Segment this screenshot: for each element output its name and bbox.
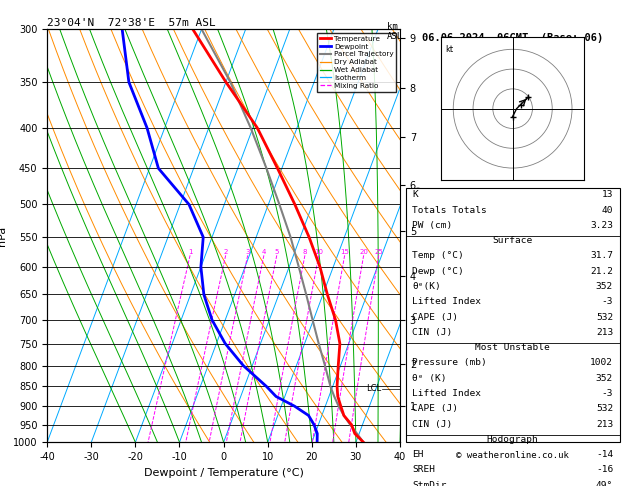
X-axis label: Dewpoint / Temperature (°C): Dewpoint / Temperature (°C)	[143, 468, 304, 478]
Text: 1002: 1002	[590, 358, 613, 367]
Text: -3: -3	[602, 389, 613, 398]
Text: 2: 2	[223, 249, 228, 255]
Text: Dewp (°C): Dewp (°C)	[412, 267, 464, 276]
Text: -3: -3	[602, 297, 613, 306]
Text: Surface: Surface	[493, 236, 533, 245]
Text: PW (cm): PW (cm)	[412, 221, 452, 230]
Text: 13: 13	[602, 191, 613, 199]
Text: Lifted Index: Lifted Index	[412, 389, 481, 398]
Text: 25: 25	[374, 249, 383, 255]
Text: CAPE (J): CAPE (J)	[412, 312, 458, 322]
Text: θᵉ(K): θᵉ(K)	[412, 282, 441, 291]
Text: LCL: LCL	[366, 384, 382, 393]
Text: 213: 213	[596, 328, 613, 337]
Text: Temp (°C): Temp (°C)	[412, 251, 464, 260]
Text: Most Unstable: Most Unstable	[476, 343, 550, 352]
Text: Totals Totals: Totals Totals	[412, 206, 487, 214]
Text: K: K	[412, 191, 418, 199]
Text: km
ASL: km ASL	[387, 22, 403, 41]
Text: θᵉ (K): θᵉ (K)	[412, 374, 447, 382]
Text: 06.06.2024  06GMT  (Base: 06): 06.06.2024 06GMT (Base: 06)	[422, 34, 603, 43]
Text: StmDir: StmDir	[412, 481, 447, 486]
Text: 15: 15	[340, 249, 349, 255]
Text: 1: 1	[188, 249, 192, 255]
Text: 31.7: 31.7	[590, 251, 613, 260]
Text: 3.23: 3.23	[590, 221, 613, 230]
Text: 532: 532	[596, 312, 613, 322]
Text: CIN (J): CIN (J)	[412, 328, 452, 337]
Text: 10: 10	[314, 249, 323, 255]
Text: CAPE (J): CAPE (J)	[412, 404, 458, 413]
Text: SREH: SREH	[412, 466, 435, 474]
Text: 213: 213	[596, 419, 613, 429]
Text: 8: 8	[303, 249, 307, 255]
Text: 23°04'N  72°38'E  57m ASL: 23°04'N 72°38'E 57m ASL	[47, 18, 216, 28]
Text: CIN (J): CIN (J)	[412, 419, 452, 429]
Text: 49°: 49°	[596, 481, 613, 486]
Text: 352: 352	[596, 282, 613, 291]
Text: -14: -14	[596, 450, 613, 459]
Text: 3: 3	[245, 249, 250, 255]
Text: 4: 4	[262, 249, 266, 255]
Text: Pressure (mb): Pressure (mb)	[412, 358, 487, 367]
Text: 352: 352	[596, 374, 613, 382]
Text: 21.2: 21.2	[590, 267, 613, 276]
Text: -16: -16	[596, 466, 613, 474]
Text: Mixing Ratio (g/kg): Mixing Ratio (g/kg)	[415, 185, 424, 287]
Text: Hodograph: Hodograph	[487, 435, 538, 444]
Text: © weatheronline.co.uk: © weatheronline.co.uk	[456, 451, 569, 460]
Text: EH: EH	[412, 450, 423, 459]
Legend: Temperature, Dewpoint, Parcel Trajectory, Dry Adiabat, Wet Adiabat, Isotherm, Mi: Temperature, Dewpoint, Parcel Trajectory…	[317, 33, 396, 92]
Y-axis label: hPa: hPa	[0, 226, 8, 246]
Text: 20: 20	[359, 249, 368, 255]
Bar	[406, 188, 620, 442]
Text: 40: 40	[602, 206, 613, 214]
Text: 532: 532	[596, 404, 613, 413]
Text: Lifted Index: Lifted Index	[412, 297, 481, 306]
Text: 5: 5	[275, 249, 279, 255]
